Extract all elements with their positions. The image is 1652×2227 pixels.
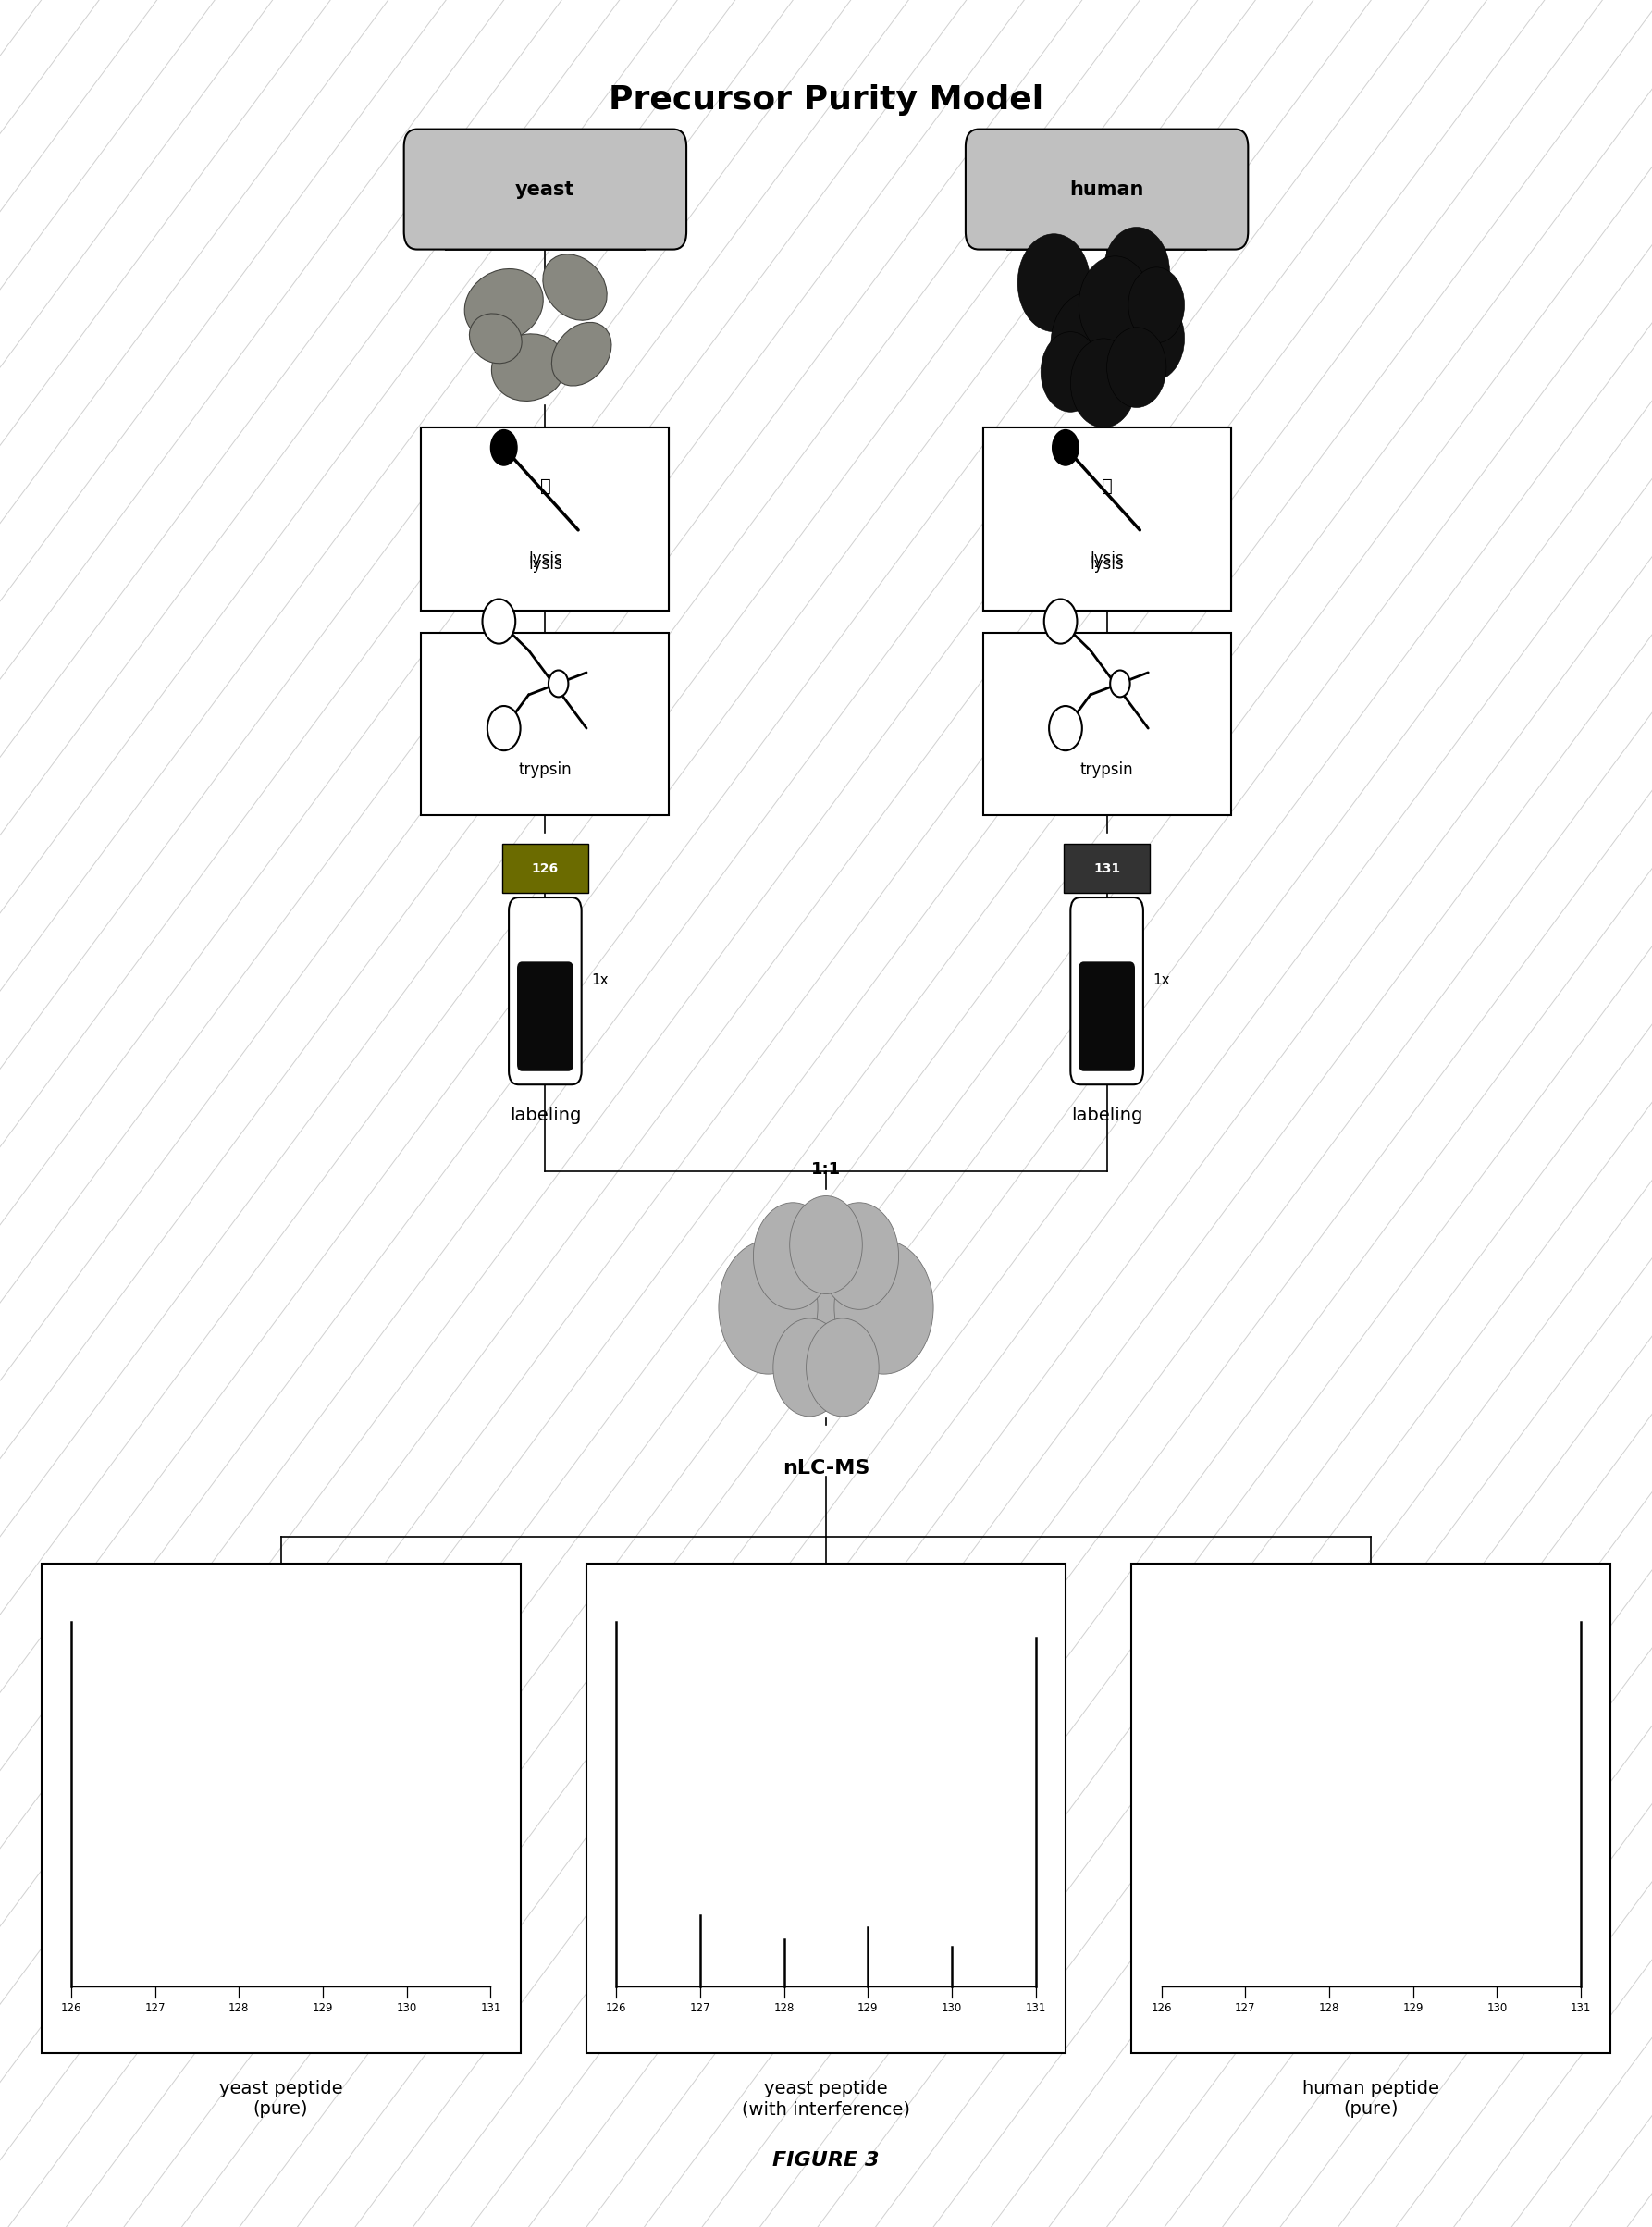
Circle shape — [1052, 430, 1079, 465]
Circle shape — [1128, 267, 1184, 343]
Circle shape — [1070, 339, 1137, 428]
Ellipse shape — [492, 334, 565, 401]
Ellipse shape — [464, 269, 544, 341]
FancyBboxPatch shape — [403, 129, 687, 249]
Bar — [41, 1563, 520, 2053]
Circle shape — [1122, 296, 1184, 381]
Text: 1x: 1x — [591, 973, 608, 987]
FancyBboxPatch shape — [1079, 962, 1135, 1071]
Circle shape — [487, 706, 520, 750]
Text: lysis: lysis — [529, 557, 562, 572]
Circle shape — [790, 1196, 862, 1294]
Text: 130: 130 — [1487, 2002, 1507, 2013]
Text: 129: 129 — [1403, 2002, 1424, 2013]
Text: 1x: 1x — [1153, 973, 1170, 987]
Circle shape — [1104, 227, 1170, 316]
Text: 1:1: 1:1 — [811, 1162, 841, 1178]
Text: labeling: labeling — [509, 1107, 582, 1125]
Bar — [1064, 844, 1150, 893]
Circle shape — [482, 599, 515, 644]
Text: FIGURE 3: FIGURE 3 — [773, 2151, 879, 2169]
Text: 126: 126 — [61, 2002, 81, 2013]
Bar — [983, 632, 1231, 815]
Circle shape — [548, 670, 568, 697]
Bar — [421, 632, 669, 815]
Text: 🖊: 🖊 — [1102, 477, 1112, 494]
Text: 128: 128 — [228, 2002, 249, 2013]
Text: labeling: labeling — [1070, 1107, 1143, 1125]
Text: 131: 131 — [1094, 862, 1120, 875]
Text: 130: 130 — [942, 2002, 961, 2013]
Circle shape — [806, 1318, 879, 1416]
Bar — [586, 1563, 1066, 2053]
Text: 131: 131 — [1026, 2002, 1046, 2013]
Circle shape — [1051, 292, 1130, 399]
Text: yeast: yeast — [515, 180, 575, 198]
Circle shape — [1079, 256, 1151, 354]
Text: trypsin: trypsin — [519, 762, 572, 777]
Text: 127: 127 — [145, 2002, 165, 2013]
Circle shape — [1110, 670, 1130, 697]
Ellipse shape — [544, 254, 606, 321]
Text: lysis: lysis — [529, 550, 562, 568]
Text: 128: 128 — [1318, 2002, 1340, 2013]
Circle shape — [491, 430, 517, 465]
Circle shape — [1107, 327, 1166, 408]
Bar — [421, 428, 669, 610]
Text: 131: 131 — [1571, 2002, 1591, 2013]
Circle shape — [1049, 706, 1082, 750]
Ellipse shape — [552, 323, 611, 385]
Circle shape — [763, 1227, 889, 1396]
Text: yeast peptide
(with interference): yeast peptide (with interference) — [742, 2080, 910, 2118]
Text: 126: 126 — [1151, 2002, 1171, 2013]
Bar — [502, 844, 588, 893]
Text: lysis: lysis — [1090, 550, 1123, 568]
Text: lysis: lysis — [1090, 557, 1123, 572]
Text: 127: 127 — [691, 2002, 710, 2013]
Text: Precursor Purity Model: Precursor Purity Model — [608, 85, 1044, 116]
Circle shape — [1018, 234, 1090, 332]
FancyBboxPatch shape — [517, 962, 573, 1071]
Bar — [983, 428, 1231, 610]
Text: 126: 126 — [606, 2002, 626, 2013]
Text: 131: 131 — [481, 2002, 501, 2013]
Text: human peptide
(pure): human peptide (pure) — [1303, 2080, 1439, 2118]
Circle shape — [819, 1203, 899, 1309]
Text: 128: 128 — [773, 2002, 795, 2013]
Circle shape — [773, 1318, 846, 1416]
Bar — [1132, 1563, 1611, 2053]
Text: 129: 129 — [857, 2002, 879, 2013]
Bar — [421, 428, 669, 610]
FancyBboxPatch shape — [1070, 897, 1143, 1085]
FancyBboxPatch shape — [509, 897, 582, 1085]
Text: nLC-MS: nLC-MS — [783, 1459, 869, 1477]
Text: 130: 130 — [396, 2002, 416, 2013]
Text: 129: 129 — [312, 2002, 334, 2013]
Text: yeast peptide
(pure): yeast peptide (pure) — [220, 2080, 342, 2118]
Ellipse shape — [469, 314, 522, 363]
Circle shape — [753, 1203, 833, 1309]
Circle shape — [1041, 332, 1100, 412]
Text: human: human — [1069, 180, 1145, 198]
Text: 🖊: 🖊 — [540, 477, 550, 494]
Text: trypsin: trypsin — [1080, 762, 1133, 777]
Circle shape — [719, 1240, 818, 1374]
Bar — [983, 428, 1231, 610]
Circle shape — [834, 1240, 933, 1374]
FancyBboxPatch shape — [966, 129, 1249, 249]
Text: 127: 127 — [1236, 2002, 1256, 2013]
Text: 126: 126 — [532, 862, 558, 875]
Circle shape — [1044, 599, 1077, 644]
